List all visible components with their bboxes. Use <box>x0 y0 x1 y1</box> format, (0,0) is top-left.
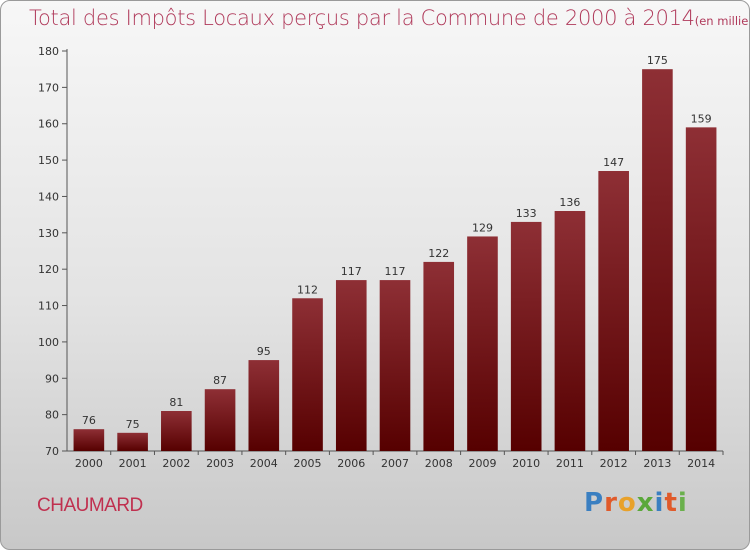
logo-letter: r <box>604 488 618 518</box>
y-tick-label: 160 <box>38 118 59 131</box>
y-tick-label: 90 <box>45 372 59 385</box>
data-label: 75 <box>126 418 140 431</box>
bar <box>685 127 717 451</box>
chart-title: Total des Impôts Locaux perçus par la Co… <box>29 6 695 30</box>
x-tick-label: 2007 <box>381 457 409 470</box>
x-tick-label: 2005 <box>294 457 322 470</box>
x-tick-label: 2011 <box>556 457 584 470</box>
logo-letter: i <box>677 488 688 518</box>
x-tick-label: 2002 <box>162 457 190 470</box>
data-label: 117 <box>385 265 406 278</box>
bars <box>73 69 717 451</box>
y-tick-label: 150 <box>38 154 59 167</box>
bar <box>510 221 542 451</box>
logo-letter: o <box>617 488 637 518</box>
data-label: 76 <box>82 414 96 427</box>
data-label: 95 <box>257 345 271 358</box>
x-tick-label: 2008 <box>425 457 453 470</box>
x-tick-label: 2001 <box>119 457 147 470</box>
y-tick-label: 70 <box>45 445 59 458</box>
x-tick-label: 2014 <box>687 457 715 470</box>
data-label: 133 <box>516 207 537 220</box>
bar <box>379 280 411 451</box>
data-label: 112 <box>297 283 318 296</box>
data-label: 117 <box>341 265 362 278</box>
bar <box>292 298 323 451</box>
bar <box>467 236 498 451</box>
x-tick-label: 2006 <box>337 457 365 470</box>
x-tick-label: 2009 <box>468 457 496 470</box>
bar <box>73 429 105 451</box>
proxiti-logo: Proxiti <box>584 488 688 518</box>
title-line: Total des Impôts Locaux perçus par la Co… <box>29 6 749 30</box>
logo-letter: P <box>584 488 605 518</box>
y-tick-label: 80 <box>45 409 59 422</box>
y-tick-label: 180 <box>38 45 59 58</box>
x-tick-label: 2003 <box>206 457 234 470</box>
data-label: 159 <box>691 112 712 125</box>
y-tick-label: 100 <box>38 336 59 349</box>
logo-letter: t <box>664 488 678 518</box>
logo-letter: i <box>654 488 665 518</box>
logo-letter: x <box>636 488 655 518</box>
x-tick-label: 2004 <box>250 457 278 470</box>
axes: 70 80 90 100 110 120 130 140 150 160 170 180 2000 200… <box>38 45 724 470</box>
bar <box>642 69 673 451</box>
y-tick-label: 170 <box>38 81 59 94</box>
bar <box>598 171 629 451</box>
bar <box>161 411 192 451</box>
bar <box>554 211 586 451</box>
data-label: 87 <box>213 374 227 387</box>
x-tick-label: 2000 <box>75 457 103 470</box>
x-tick-label: 2012 <box>600 457 628 470</box>
x-tick-label: 2013 <box>643 457 671 470</box>
data-label: 136 <box>559 196 580 209</box>
bar <box>204 389 236 451</box>
commune-name: CHAUMARD <box>37 495 143 516</box>
data-label: 175 <box>647 54 668 67</box>
data-label: 129 <box>472 221 493 234</box>
y-tick-label: 130 <box>38 227 59 240</box>
bar <box>117 432 148 451</box>
bar <box>248 360 280 451</box>
y-tick-label: 110 <box>38 300 59 313</box>
chart-unit: (en milliers d'€) <box>694 14 749 28</box>
y-tick-label: 140 <box>38 190 59 203</box>
y-tick-label: 120 <box>38 263 59 276</box>
data-label: 122 <box>428 247 449 260</box>
bar <box>423 261 455 451</box>
data-label: 147 <box>603 156 624 169</box>
bar <box>335 280 367 451</box>
data-label: 81 <box>169 396 183 409</box>
value-labels: 76 75 81 87 95 112 117 117 122 129 133 136 147 175 159 <box>82 54 712 431</box>
x-tick-label: 2010 <box>512 457 540 470</box>
